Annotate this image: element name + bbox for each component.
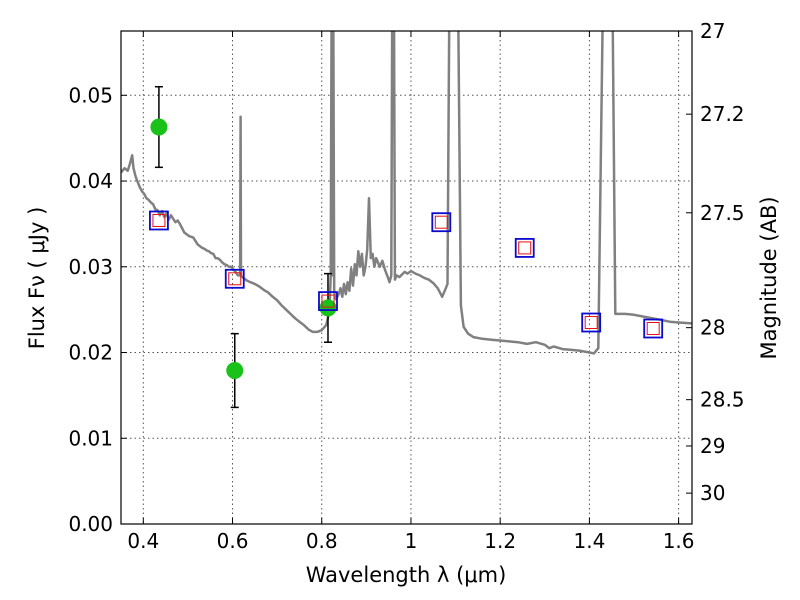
y2-tick-label: 27.2 — [700, 102, 745, 126]
x-tick-label: 0.4 — [127, 529, 159, 553]
model-photometry-inner-square — [434, 215, 448, 229]
model-photometry-inner-square — [152, 213, 166, 227]
observed-flux-point — [226, 362, 244, 380]
plot-area — [121, 31, 692, 409]
y-tick-label: 0.01 — [68, 426, 113, 450]
observed-flux-point — [150, 118, 168, 136]
model-photometry-inner-square — [518, 241, 532, 255]
x-tick-label: 1.4 — [573, 529, 605, 553]
grid — [121, 31, 692, 524]
y2-tick-label: 28.5 — [700, 388, 745, 412]
x-tick-label: 1.2 — [484, 529, 516, 553]
y-tick-label: 0.00 — [68, 512, 113, 536]
model-photometry-square — [643, 318, 664, 339]
model-photometry-square — [431, 212, 452, 233]
model-photometry-square — [581, 312, 602, 333]
model-photometry-inner-square — [584, 316, 598, 330]
axis-ticks: 0.4 0.6 0.8 1 1.2 1.4 1.6 0.00 0.01 0.02 0.03 0.04 0… — [68, 19, 744, 553]
y2-tick-label: 27 — [700, 19, 725, 43]
model-photometry-inner-square — [646, 322, 660, 336]
y-axis-label: Flux Fν ( μJy ) — [25, 207, 49, 350]
model-photometry-inner-square — [321, 294, 335, 308]
x-axis-label: Wavelength λ (μm) — [306, 563, 507, 587]
model-photometry-square — [149, 210, 169, 231]
plot-frame — [120, 30, 693, 525]
x-tick-label: 1.6 — [663, 529, 695, 553]
y-tick-label: 0.05 — [68, 83, 113, 107]
y-tick-label: 0.02 — [68, 341, 113, 365]
x-tick-label: 0.8 — [306, 529, 338, 553]
model-photometry-inner-square — [228, 272, 242, 286]
y2-tick-label: 29 — [700, 434, 725, 458]
y-tick-label: 0.03 — [68, 255, 113, 279]
y-tick-label: 0.04 — [68, 169, 113, 193]
y2-tick-label: 28 — [700, 316, 725, 340]
y2-tick-label: 27.5 — [700, 201, 745, 225]
y2-tick-label: 30 — [700, 481, 725, 505]
x-tick-label: 1 — [405, 529, 418, 553]
y2-axis-label: Magnitude (AB) — [757, 196, 781, 359]
x-tick-label: 0.6 — [217, 529, 249, 553]
observed-flux-point — [319, 299, 337, 317]
model-photometry-square — [224, 268, 245, 289]
model-photometry-square — [318, 291, 338, 311]
model-photometry-square — [514, 238, 535, 258]
